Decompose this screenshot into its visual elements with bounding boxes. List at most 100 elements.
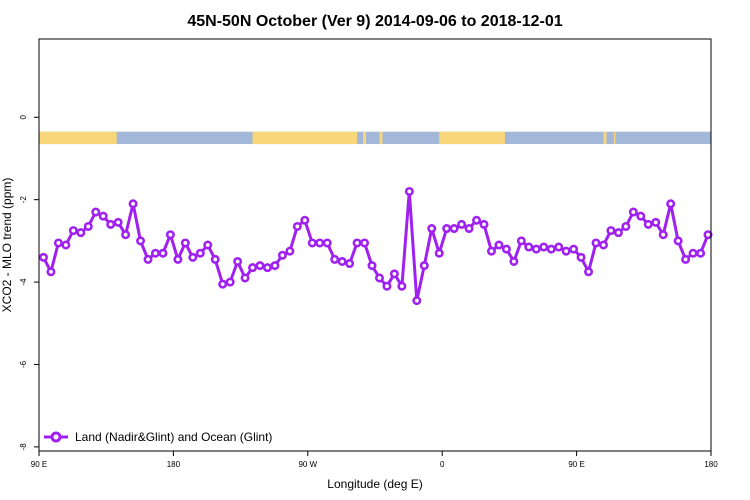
data-point (479, 219, 489, 229)
data-point (419, 261, 429, 271)
data-point (180, 238, 190, 248)
y-axis: 0 -2 -4 -6 -8 (19, 115, 39, 451)
data-point (666, 199, 676, 209)
x-tick-label: 90 E (568, 460, 584, 469)
data-point (240, 273, 250, 283)
data-point (703, 230, 713, 240)
series-layer (38, 186, 713, 306)
land-segment (613, 131, 616, 145)
data-point (546, 244, 556, 254)
legend-label: Land (Nadir&Glint) and Ocean (Glint) (75, 430, 272, 444)
data-point (576, 252, 586, 262)
data-point (345, 259, 355, 269)
data-point (307, 238, 317, 248)
land-segment (252, 131, 358, 145)
data-point (315, 238, 325, 248)
x-tick-label: 180 (167, 460, 181, 469)
data-point (225, 277, 235, 287)
data-point (673, 236, 683, 246)
data-point (442, 224, 452, 234)
x-tick-label: 0 (440, 460, 445, 469)
data-point (76, 228, 86, 238)
y-tick-label: -2 (19, 196, 28, 204)
data-point (270, 261, 280, 271)
data-point (397, 281, 407, 291)
data-point (404, 186, 414, 196)
data-point (337, 256, 347, 266)
data-point (367, 261, 377, 271)
data-point (606, 226, 616, 236)
y-tick-label: -8 (19, 443, 28, 451)
data-point (300, 215, 310, 225)
data-point (658, 230, 668, 240)
data-point (472, 215, 482, 225)
data-point (531, 244, 541, 254)
data-point (106, 219, 116, 229)
data-point (91, 207, 101, 217)
data-point (53, 238, 63, 248)
data-point (636, 211, 646, 221)
x-tick-label: 90 W (298, 460, 317, 469)
data-point (165, 230, 175, 240)
data-point (569, 244, 579, 254)
legend: Land (Nadir&Glint) and Ocean (Glint) (44, 430, 272, 444)
data-point (143, 254, 153, 264)
data-point (210, 254, 220, 264)
data-point (136, 236, 146, 246)
data-point (150, 248, 160, 258)
legend-marker-swatch (50, 431, 62, 443)
data-point (539, 242, 549, 252)
data-point (248, 263, 258, 273)
data-point (262, 263, 272, 273)
data-point (449, 224, 459, 234)
y-axis-label: XCO2 - MLO trend (ppm) (0, 178, 14, 313)
data-point (374, 273, 384, 283)
data-point (494, 240, 504, 250)
data-point (382, 281, 392, 291)
land-segment (603, 131, 607, 145)
data-point (38, 252, 48, 262)
data-point (516, 236, 526, 246)
data-point (389, 269, 399, 279)
data-point (464, 224, 474, 234)
y-tick-label: 0 (19, 115, 28, 120)
data-point (501, 244, 511, 254)
data-point (83, 221, 93, 231)
data-point (360, 238, 370, 248)
data-point (554, 242, 564, 252)
data-point (255, 261, 265, 271)
data-point (434, 248, 444, 258)
data-point (68, 226, 78, 236)
plot-frame (38, 38, 712, 452)
data-point (613, 228, 623, 238)
data-point (188, 252, 198, 262)
data-point (621, 221, 631, 231)
x-axis: 90 E 180 90 W 0 90 E 180 (31, 451, 718, 469)
data-point (98, 211, 108, 221)
land-segment (439, 131, 505, 145)
data-point (598, 240, 608, 250)
data-point (173, 254, 183, 264)
data-point (509, 256, 519, 266)
data-point (292, 221, 302, 231)
data-point (195, 248, 205, 258)
data-point (591, 238, 601, 248)
chart-title: 45N-50N October (Ver 9) 2014-09-06 to 20… (187, 13, 562, 30)
data-point (584, 267, 594, 277)
data-point (218, 279, 228, 289)
data-point (561, 246, 571, 256)
land-ocean-strip (39, 131, 711, 145)
data-point (651, 217, 661, 227)
data-point (628, 207, 638, 217)
data-point (285, 246, 295, 256)
data-point (681, 254, 691, 264)
data-point (352, 238, 362, 248)
x-tick-label: 90 E (31, 460, 47, 469)
data-point (121, 230, 131, 240)
data-point (688, 248, 698, 258)
x-axis-label: Longitude (deg E) (327, 477, 422, 491)
y-tick-label: -4 (19, 278, 28, 286)
data-point (412, 296, 422, 306)
